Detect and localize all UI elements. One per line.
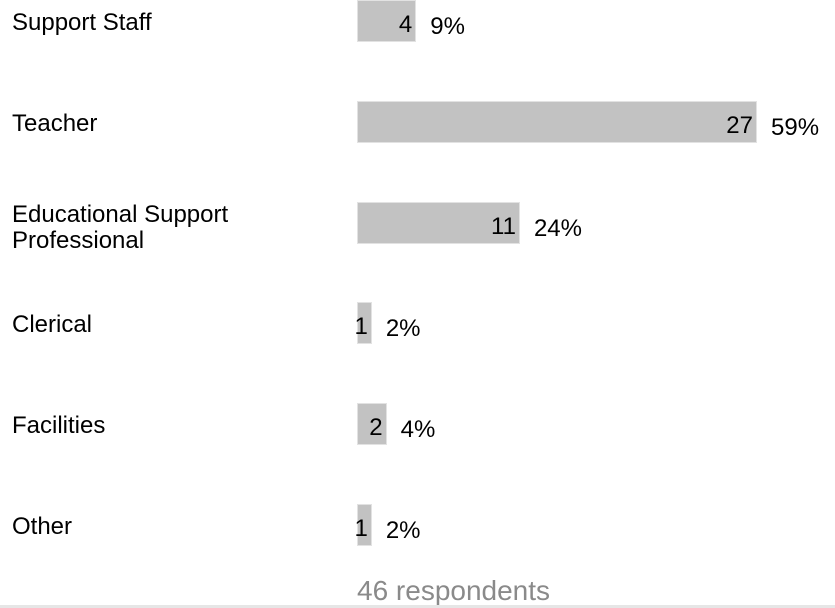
- bar: [357, 0, 417, 42]
- category-label: Other: [12, 513, 73, 540]
- bar: [357, 302, 372, 345]
- bar-percent-label: 24%: [533, 214, 582, 242]
- category-label: Educational Support Professional: [12, 200, 229, 254]
- respondents-count: 46 respondents: [357, 575, 551, 606]
- bar-value-label: 4: [398, 11, 413, 38]
- category-label: Teacher: [12, 109, 98, 137]
- bar-value-label: 27: [726, 111, 753, 139]
- bar: [357, 201, 520, 244]
- category-label: Clerical: [12, 311, 93, 339]
- bar: [357, 100, 757, 143]
- bar-percent-label: 9%: [430, 13, 465, 40]
- bar-value-label: 2: [369, 414, 383, 442]
- bottom-divider: [0, 605, 835, 608]
- bar-value-label: 11: [491, 212, 516, 240]
- category-label: Facilities: [12, 412, 106, 440]
- bar: [357, 403, 387, 446]
- bar-percent-label: 2%: [385, 517, 421, 544]
- bar-percent-label: 59%: [771, 113, 820, 141]
- bar-percent-label: 4%: [400, 416, 436, 444]
- category-label: Support Staff: [12, 9, 152, 36]
- bar-percent-label: 2%: [385, 315, 421, 343]
- bar-value-label: 1: [354, 313, 368, 341]
- bar: [357, 504, 372, 546]
- bar-value-label: 1: [354, 515, 368, 542]
